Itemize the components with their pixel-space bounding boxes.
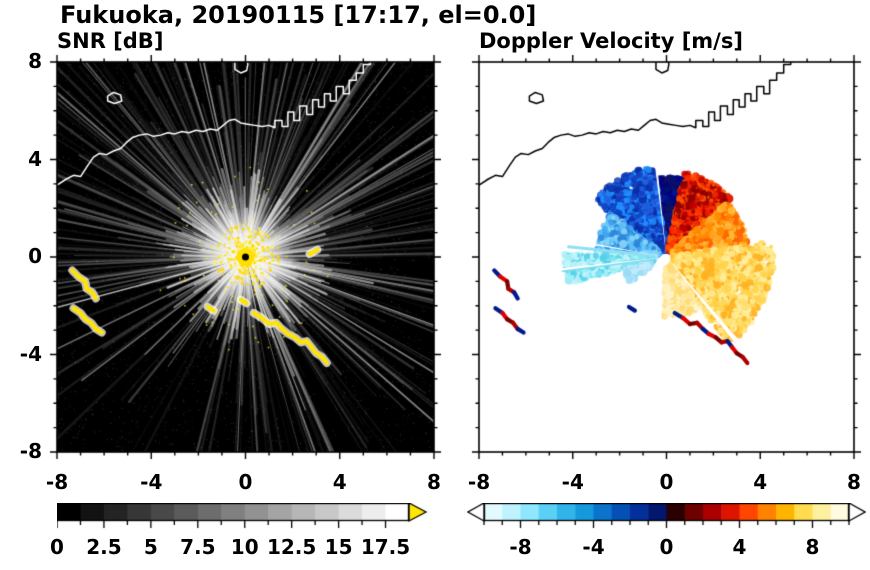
x-tick-label-right--8: -8 bbox=[467, 470, 491, 494]
x-tick-label-right-0: 0 bbox=[659, 470, 674, 494]
x-tick-label-left-0: 0 bbox=[238, 470, 253, 494]
x-tick-label-right-4: 4 bbox=[753, 470, 768, 494]
snr-colorbar-tick-label-0: 0 bbox=[50, 535, 64, 559]
x-tick-label-right-8: 8 bbox=[847, 470, 861, 494]
y-tick-label-8: 8 bbox=[28, 49, 42, 73]
snr-colorbar-tick-label-7: 17.5 bbox=[360, 535, 411, 559]
snr-colorbar-tick-label-6: 15 bbox=[324, 535, 353, 559]
snr-colorbar-tick-label-1: 2.5 bbox=[86, 535, 122, 559]
x-tick-label-left--4: -4 bbox=[140, 470, 163, 494]
x-tick-label-left-8: 8 bbox=[427, 470, 441, 494]
y-tick-label--8: -8 bbox=[19, 439, 42, 463]
snr-colorbar-tick-label-4: 10 bbox=[230, 535, 259, 559]
doppler-colorbar-tick-label-3: 4 bbox=[732, 535, 747, 559]
snr-colorbar-canvas bbox=[57, 503, 429, 533]
x-tick-label-left-4: 4 bbox=[332, 470, 347, 494]
doppler-colorbar-canvas bbox=[467, 503, 866, 533]
doppler-colorbar-tick-label-1: -4 bbox=[582, 535, 605, 559]
snr-colorbar-tick-label-2: 5 bbox=[143, 535, 158, 559]
figure-title: Fukuoka, 20190115 [17:17, el=0.0] bbox=[60, 1, 537, 29]
doppler-plot-canvas bbox=[467, 50, 866, 464]
snr-colorbar-tick-label-5: 12.5 bbox=[266, 535, 317, 559]
y-tick-label-0: 0 bbox=[28, 244, 42, 268]
x-tick-label-right--4: -4 bbox=[561, 470, 584, 494]
snr-panel-title: SNR [dB] bbox=[57, 29, 164, 53]
doppler-colorbar-tick-label-4: 8 bbox=[805, 535, 820, 559]
y-tick-label--4: -4 bbox=[19, 341, 42, 366]
doppler-panel-title: Doppler Velocity [m/s] bbox=[479, 29, 743, 53]
snr-colorbar-tick-label-3: 7.5 bbox=[180, 535, 216, 559]
snr-plot-canvas bbox=[45, 50, 446, 464]
x-tick-label-left--8: -8 bbox=[45, 470, 69, 494]
y-tick-label-4: 4 bbox=[28, 146, 42, 171]
doppler-colorbar-tick-label-2: 0 bbox=[659, 535, 674, 559]
doppler-colorbar-tick-label-0: -8 bbox=[509, 535, 532, 559]
